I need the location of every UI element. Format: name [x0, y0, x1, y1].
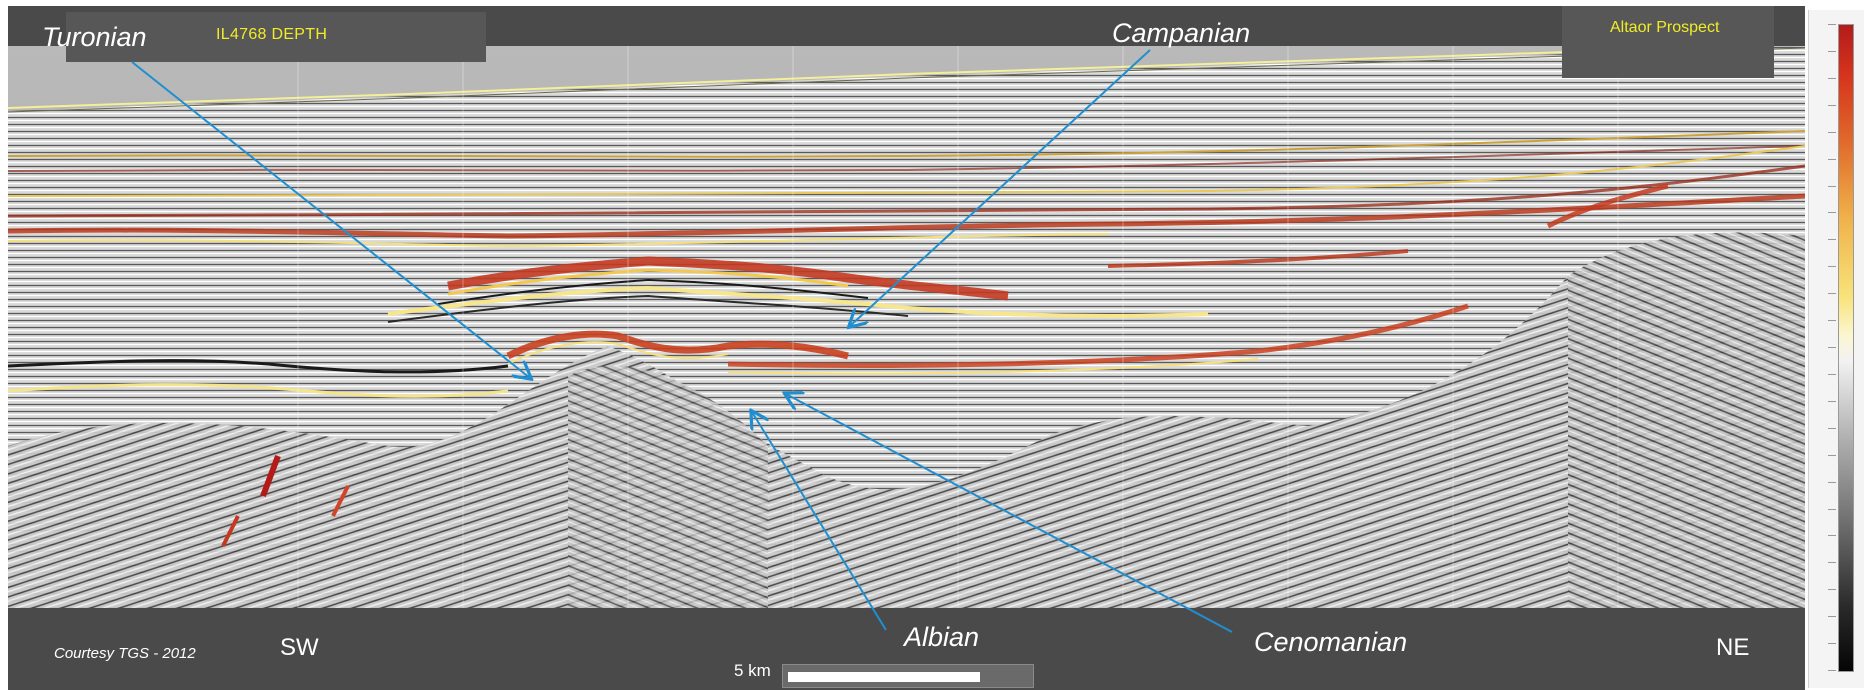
colorbar-tick: [1828, 104, 1836, 106]
label-cenomanian: Cenomanian: [1254, 627, 1408, 657]
colorbar-tick: [1828, 400, 1836, 402]
prospect-title: Altaor Prospect: [1610, 19, 1720, 36]
colorbar-tick: [1828, 347, 1836, 348]
colorbar-tick: [1828, 212, 1836, 214]
colorbar-tick: [1828, 266, 1836, 268]
credit-text: Courtesy TGS - 2012: [54, 645, 196, 662]
colorbar-tick: [1828, 185, 1836, 187]
colorbar-tick: [1828, 373, 1836, 375]
section-title: IL4768 DEPTH: [216, 26, 328, 43]
colorbar-tick: [1828, 589, 1836, 591]
seismic-image: [8, 46, 1805, 608]
scale-bar: [788, 672, 980, 682]
colorbar-tick: [1828, 131, 1836, 133]
colorbar-tick: [1828, 454, 1836, 456]
colorbar-tick: [1828, 320, 1836, 322]
direction-sw: SW: [280, 634, 319, 661]
label-turonian: Turonian: [42, 22, 147, 52]
colorbar-tick: [1828, 535, 1836, 537]
colorbar-tick: [1828, 239, 1836, 241]
colorbar-tick: [1828, 481, 1836, 483]
prospect-box: [1562, 6, 1774, 78]
label-campanian: Campanian: [1112, 18, 1251, 48]
colorbar-tick: [1828, 50, 1836, 52]
colorbar-tick: [1828, 616, 1836, 618]
colorbar-tick: [1828, 562, 1836, 564]
colorbar-tick: [1828, 158, 1836, 160]
colorbar-panel: [1808, 10, 1864, 688]
colorbar-tick: [1828, 508, 1836, 510]
colorbar-tick: [1828, 77, 1836, 79]
colorbar-ticks: [1812, 24, 1836, 671]
direction-ne: NE: [1716, 634, 1750, 661]
colorbar-tick: [1828, 427, 1836, 429]
amplitude-colorbar: [1838, 24, 1854, 672]
scale-bar-label: 5 km: [734, 661, 771, 680]
label-albian: Albian: [904, 622, 980, 652]
colorbar-tick: [1828, 24, 1836, 25]
colorbar-tick: [1828, 293, 1836, 295]
colorbar-tick: [1828, 670, 1836, 671]
colorbar-tick: [1828, 643, 1836, 645]
title-box: [66, 12, 486, 62]
